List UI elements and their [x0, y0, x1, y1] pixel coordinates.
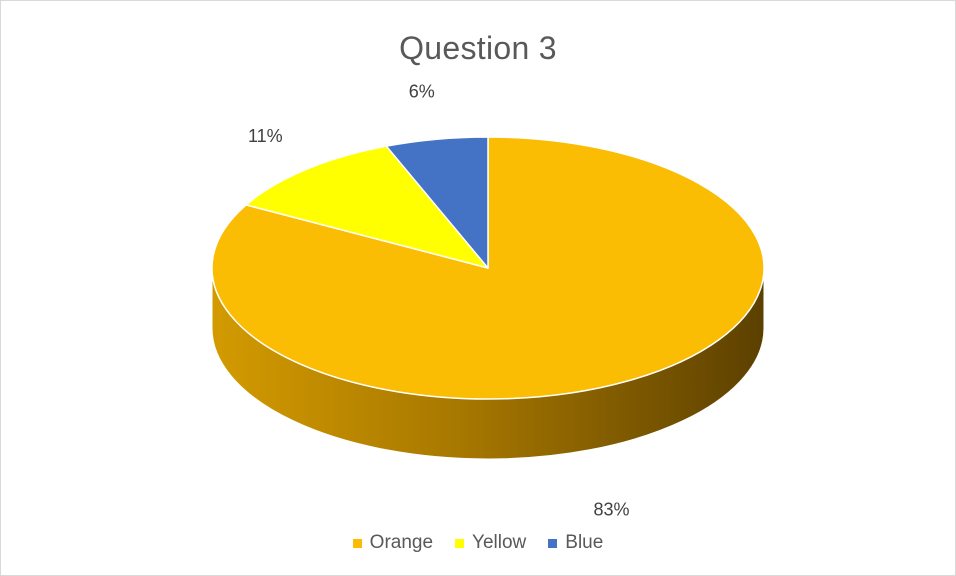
data-label-yellow: 11%	[248, 126, 283, 146]
pie-labels-group: 83% 11% 6%	[248, 81, 630, 519]
legend-swatch-yellow	[455, 538, 465, 548]
legend: Orange Yellow Blue	[0, 532, 956, 554]
legend-label-yellow: Yellow	[472, 532, 527, 553]
data-label-orange: 83%	[593, 499, 629, 519]
legend-swatch-blue	[548, 538, 558, 548]
pie-slice-blue	[385, 136, 489, 269]
pie-slices-group	[211, 136, 765, 400]
legend-label-blue: Blue	[565, 532, 604, 553]
chart-title: Question 3	[399, 30, 557, 66]
legend-item-yellow: Yellow	[455, 532, 526, 554]
legend-item-blue: Blue	[548, 532, 603, 554]
data-label-blue: 6%	[409, 81, 435, 101]
legend-swatch-orange	[352, 538, 362, 548]
legend-label-orange: Orange	[369, 532, 434, 553]
legend-item-orange: Orange	[352, 532, 434, 554]
pie-slice-yellow	[245, 145, 489, 269]
pie-slice-orange	[211, 136, 765, 400]
